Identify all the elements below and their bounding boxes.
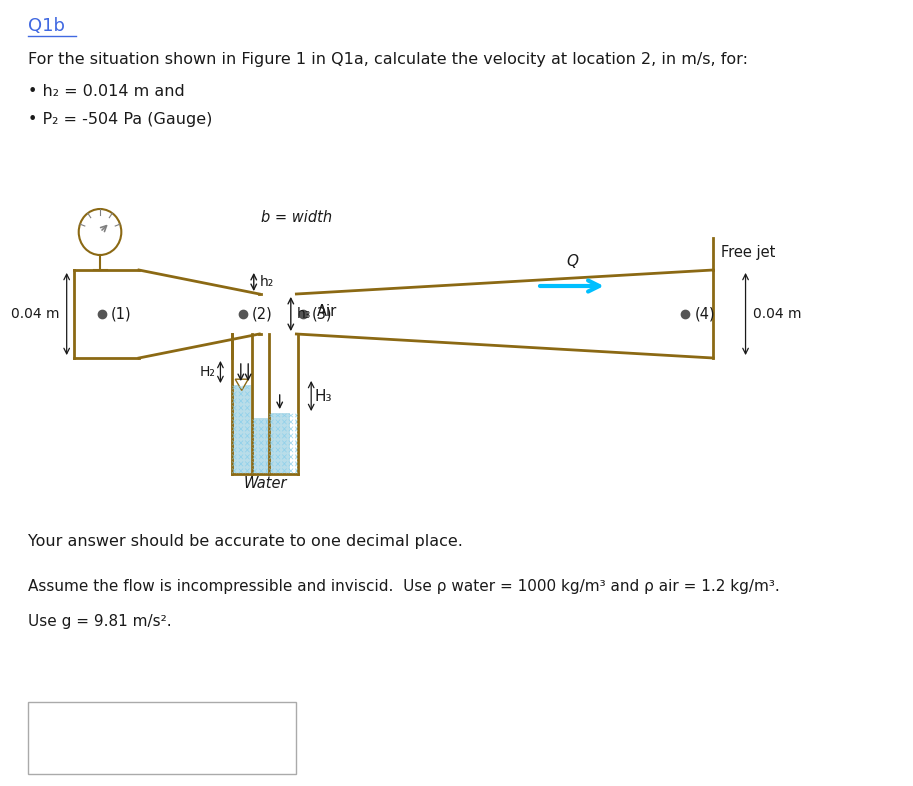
Text: Water: Water [243,476,287,491]
Text: H₂: H₂ [200,365,215,379]
Text: (3): (3) [312,307,332,321]
Text: (4): (4) [695,307,715,321]
Text: Your answer should be accurate to one decimal place.: Your answer should be accurate to one de… [27,534,463,549]
Text: (1): (1) [111,307,131,321]
Text: h₂: h₂ [259,275,274,289]
Text: • h₂ = 0.014 m and: • h₂ = 0.014 m and [27,84,184,99]
Text: Use g = 9.81 m/s².: Use g = 9.81 m/s². [27,614,172,629]
Text: 0.04 m: 0.04 m [11,307,59,321]
Text: Q: Q [566,254,578,269]
Bar [269,413,290,473]
FancyBboxPatch shape [27,702,297,774]
Text: 0.04 m: 0.04 m [753,307,802,321]
Text: • P₂ = -504 Pa (Gauge): • P₂ = -504 Pa (Gauge) [27,112,212,127]
Polygon shape [236,379,248,391]
Bar [233,385,251,473]
Text: b = width: b = width [261,210,332,225]
Text: (2): (2) [252,307,273,321]
Text: For the situation shown in Figure 1 in Q1a, calculate the velocity at location 2: For the situation shown in Figure 1 in Q… [27,52,748,67]
Text: Air: Air [317,303,337,318]
Text: Free jet: Free jet [720,244,775,259]
Bar [253,418,268,473]
Text: h₃: h₃ [297,307,310,321]
Text: Q1b: Q1b [27,17,65,35]
Text: Assume the flow is incompressible and inviscid.  Use ρ water = 1000 kg/m³ and ρ : Assume the flow is incompressible and in… [27,579,780,594]
Text: H₃: H₃ [315,388,332,403]
